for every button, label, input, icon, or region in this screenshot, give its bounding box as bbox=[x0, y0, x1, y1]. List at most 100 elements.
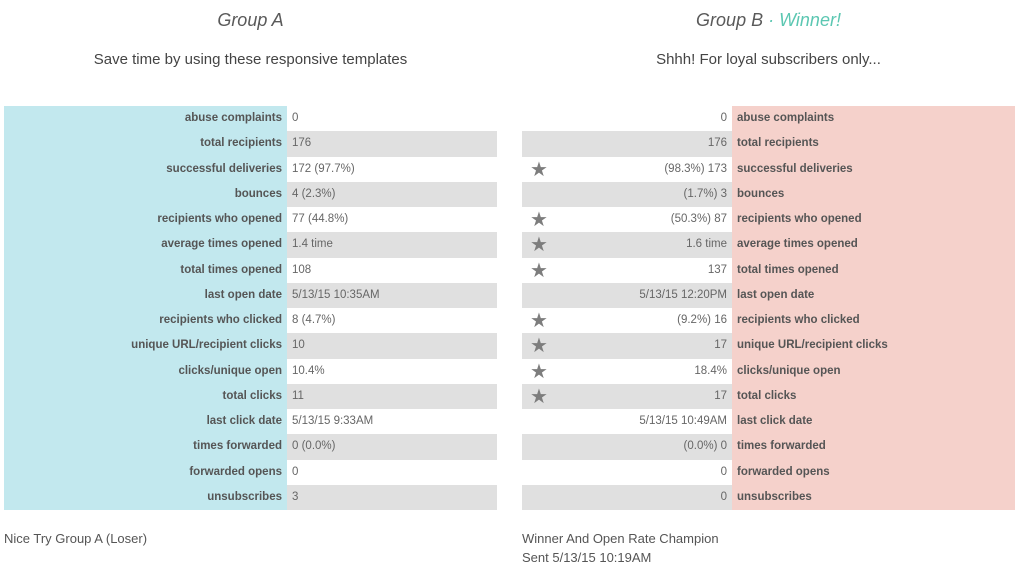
stat-label: recipients who clicked bbox=[732, 308, 1015, 334]
stat-value: 5/13/15 9:33AM bbox=[287, 409, 497, 435]
stat-value: 11 bbox=[287, 383, 497, 409]
stat-label: unique URL/recipient clicks bbox=[4, 333, 287, 359]
group-b-stat-row: ★ (98.3%) 173 successful deliveries bbox=[522, 156, 1015, 182]
star-icon: ★ bbox=[530, 383, 548, 408]
star-icon: ★ bbox=[530, 207, 548, 231]
stat-value: 3 bbox=[287, 484, 497, 510]
stat-label: average times opened bbox=[732, 232, 1015, 258]
stat-label: successful deliveries bbox=[4, 156, 287, 182]
group-b-footer-title: Winner And Open Rate Champion bbox=[522, 531, 719, 546]
stat-value: ★ 17 bbox=[522, 383, 732, 409]
stat-value: 108 bbox=[287, 257, 497, 283]
group-b-subject-line: Shhh! For loyal subscribers only... bbox=[656, 51, 881, 68]
stat-value-text: 0 bbox=[720, 465, 727, 478]
stat-value: 5/13/15 10:49AM bbox=[522, 409, 732, 435]
stat-value: 5/13/15 10:35AM bbox=[287, 282, 497, 308]
stat-value: 0 bbox=[287, 106, 497, 132]
group-a-stat-row: recipients who clicked 8 (4.7%) bbox=[4, 308, 497, 334]
stat-label: total times opened bbox=[732, 257, 1015, 283]
group-a-stat-row: total times opened 108 bbox=[4, 257, 497, 283]
group-b-stat-row: (0.0%) 0 times forwarded bbox=[522, 434, 1015, 460]
stat-value: 77 (44.8%) bbox=[287, 207, 497, 233]
stat-value: (1.7%) 3 bbox=[522, 181, 732, 207]
stat-value-text: 5/13/15 10:49AM bbox=[639, 415, 727, 427]
group-a-footer: Nice Try Group A (Loser) bbox=[4, 529, 147, 548]
group-a-stat-row: abuse complaints 0 bbox=[4, 106, 497, 132]
stat-value: 176 bbox=[287, 131, 497, 157]
stat-label: last open date bbox=[732, 282, 1015, 308]
stat-value-text: 0 bbox=[720, 490, 727, 503]
group-b-stat-row: ★ 17 unique URL/recipient clicks bbox=[522, 333, 1015, 359]
group-a-stat-row: bounces 4 (2.3%) bbox=[4, 181, 497, 207]
stat-label: bounces bbox=[4, 181, 287, 207]
group-b-footer-sent-date: Sent 5/13/15 10:19AM bbox=[522, 550, 652, 565]
group-b-stat-row: 176 total recipients bbox=[522, 131, 1015, 157]
stat-value: 0 bbox=[522, 484, 732, 510]
group-a-stat-row: forwarded opens 0 bbox=[4, 459, 497, 485]
group-b-stat-row: 0 forwarded opens bbox=[522, 459, 1015, 485]
stat-value-text: 17 bbox=[714, 389, 727, 402]
star-icon: ★ bbox=[530, 156, 548, 181]
group-a-subject-line: Save time by using these responsive temp… bbox=[93, 51, 408, 68]
group-b-title-text: Group B bbox=[696, 10, 764, 30]
stat-label: forwarded opens bbox=[4, 459, 287, 485]
stat-value: ★ 17 bbox=[522, 333, 732, 359]
stat-value-text: 17 bbox=[714, 339, 727, 352]
stat-value: 0 bbox=[287, 459, 497, 485]
stat-value-text: 176 bbox=[707, 137, 727, 150]
star-icon: ★ bbox=[530, 358, 548, 383]
stat-label: recipients who opened bbox=[732, 207, 1015, 233]
group-b-footer: Winner And Open Rate Champion Sent 5/13/… bbox=[522, 529, 719, 567]
stat-value: 8 (4.7%) bbox=[287, 308, 497, 334]
group-b-stat-row: 0 abuse complaints bbox=[522, 106, 1015, 132]
stat-label: last click date bbox=[4, 409, 287, 435]
group-a-stat-row: clicks/unique open 10.4% bbox=[4, 358, 497, 384]
stat-label: total recipients bbox=[4, 131, 287, 157]
stat-label: clicks/unique open bbox=[4, 358, 287, 384]
stat-value: ★ (50.3%) 87 bbox=[522, 207, 732, 233]
group-b-stat-row: ★ (9.2%) 16 recipients who clicked bbox=[522, 308, 1015, 334]
stat-label: clicks/unique open bbox=[732, 358, 1015, 384]
group-b-stat-row: 5/13/15 12:20PM last open date bbox=[522, 282, 1015, 308]
stat-value: 172 (97.7%) bbox=[287, 156, 497, 182]
star-icon: ★ bbox=[530, 333, 548, 358]
stat-label: abuse complaints bbox=[4, 106, 287, 132]
stat-label: total recipients bbox=[732, 131, 1015, 157]
group-b-stat-row: ★ (50.3%) 87 recipients who opened bbox=[522, 207, 1015, 233]
stat-value: ★ (98.3%) 173 bbox=[522, 156, 732, 182]
stat-value-text: (1.7%) 3 bbox=[683, 187, 727, 200]
stat-value: 0 (0.0%) bbox=[287, 434, 497, 460]
group-b-title-separator: · bbox=[763, 10, 780, 30]
stat-label: total times opened bbox=[4, 257, 287, 283]
stat-label: last open date bbox=[4, 282, 287, 308]
stat-value: ★ (9.2%) 16 bbox=[522, 308, 732, 334]
stat-label: total clicks bbox=[732, 383, 1015, 409]
stat-value: (0.0%) 0 bbox=[522, 434, 732, 460]
stat-value: 176 bbox=[522, 131, 732, 157]
group-a-title: Group A bbox=[4, 8, 497, 32]
star-icon: ★ bbox=[530, 308, 548, 332]
stat-label: recipients who opened bbox=[4, 207, 287, 233]
stat-value-text: 137 bbox=[707, 263, 727, 276]
group-b-stat-row: (1.7%) 3 bounces bbox=[522, 181, 1015, 207]
stat-value: ★ 1.6 time bbox=[522, 232, 732, 258]
winner-label: Winner! bbox=[779, 10, 841, 30]
stat-label: last click date bbox=[732, 409, 1015, 435]
stat-value-text: (50.3%) 87 bbox=[670, 213, 727, 225]
stat-label: unique URL/recipient clicks bbox=[732, 333, 1015, 359]
stat-value: ★ 18.4% bbox=[522, 358, 732, 384]
stat-value: 10 bbox=[287, 333, 497, 359]
group-b-stat-row: 5/13/15 10:49AM last click date bbox=[522, 409, 1015, 435]
group-b-stats-table: 0 abuse complaints 176 total recipients ★ (98… bbox=[522, 106, 1015, 510]
stat-label: unsubscribes bbox=[732, 484, 1015, 510]
stat-label: times forwarded bbox=[732, 434, 1015, 460]
stat-value-text: 0 bbox=[720, 112, 727, 124]
star-icon: ★ bbox=[530, 232, 548, 257]
stat-label: successful deliveries bbox=[732, 156, 1015, 182]
stat-label: abuse complaints bbox=[732, 106, 1015, 132]
stat-label: forwarded opens bbox=[732, 459, 1015, 485]
group-b-title: Group B · Winner! bbox=[522, 8, 1015, 32]
stat-value: 4 (2.3%) bbox=[287, 181, 497, 207]
stat-value: 0 bbox=[522, 106, 732, 132]
stat-value-text: 5/13/15 12:20PM bbox=[639, 288, 727, 301]
